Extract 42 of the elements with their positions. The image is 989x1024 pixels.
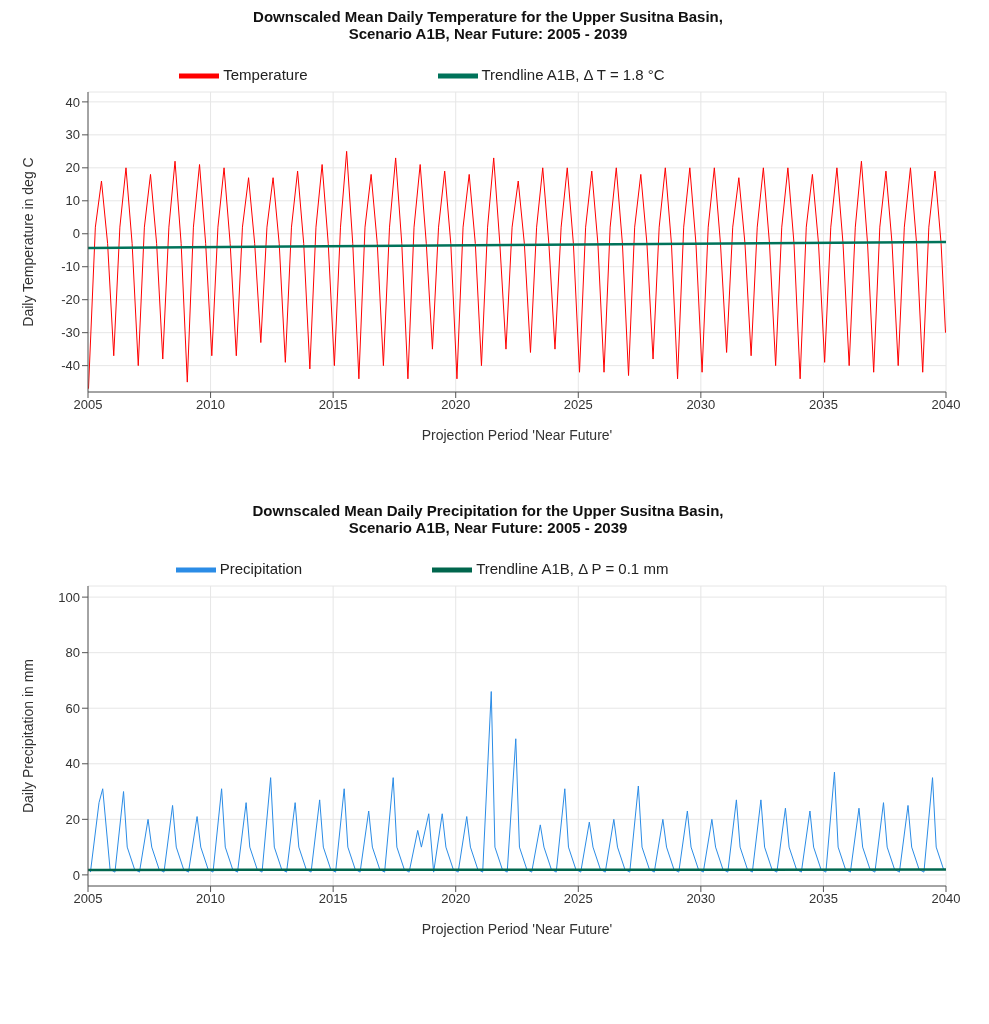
- y-tick-label: -30: [61, 325, 80, 341]
- x-tick-label: 2040: [931, 397, 961, 413]
- y-tick-label: 0: [72, 867, 80, 883]
- x-tick-label: 2035: [808, 891, 838, 907]
- x-tick-label: 2005: [73, 891, 103, 907]
- legend-label: Temperature: [223, 65, 308, 83]
- x-tick-label: 2025: [563, 891, 593, 907]
- x-tick-label: 2030: [686, 891, 716, 907]
- legend-label: Trendline A1B, Δ T = 1.8 °C: [481, 65, 665, 83]
- x-tick-label: 2020: [441, 397, 471, 413]
- y-tick-label: -20: [61, 292, 80, 308]
- y-axis-title: Daily Precipitation in mm: [19, 658, 36, 814]
- chart-title: Downscaled Mean Daily Precipitation for the Upper Susitna Basin, Scenario A1B, Near Future: 2005 - 2039: [251, 502, 725, 536]
- x-tick-label: 2035: [808, 397, 838, 413]
- legend-label: Trendline A1B, Δ P = 0.1 mm: [476, 559, 669, 577]
- x-tick-label: 2010: [196, 891, 226, 907]
- y-tick-label: 0: [72, 226, 80, 242]
- y-axis-title: Daily Temperature in deg C: [19, 157, 36, 327]
- y-tick-label: 30: [65, 127, 80, 143]
- line-series: [89, 691, 945, 873]
- x-tick-label: 2015: [318, 891, 348, 907]
- y-tick-label: 20: [65, 811, 80, 827]
- y-tick-label: 10: [65, 193, 80, 209]
- x-tick-label: 2005: [73, 397, 103, 413]
- y-tick-label: -10: [61, 259, 80, 275]
- x-tick-label: 2025: [563, 397, 593, 413]
- x-axis-title: Projection Period 'Near Future': [421, 427, 613, 443]
- x-tick-label: 2015: [318, 397, 348, 413]
- x-tick-label: 2030: [686, 397, 716, 413]
- y-tick-label: 60: [65, 700, 80, 716]
- chart-title: Downscaled Mean Daily Temperature for the Upper Susitna Basin, Scenario A1B, Near Future: 2005 - 2039: [252, 8, 724, 42]
- y-tick-label: 40: [65, 756, 80, 772]
- x-axis-title: Projection Period 'Near Future': [421, 921, 613, 937]
- y-tick-label: 40: [65, 94, 80, 110]
- y-tick-label: 100: [58, 589, 80, 605]
- legend-label: Precipitation: [219, 559, 303, 577]
- y-tick-label: 20: [65, 160, 80, 176]
- x-tick-label: 2010: [196, 397, 226, 413]
- y-tick-label: 80: [65, 645, 80, 661]
- x-tick-label: 2040: [931, 891, 961, 907]
- y-tick-label: -40: [61, 358, 80, 374]
- x-tick-label: 2020: [441, 891, 471, 907]
